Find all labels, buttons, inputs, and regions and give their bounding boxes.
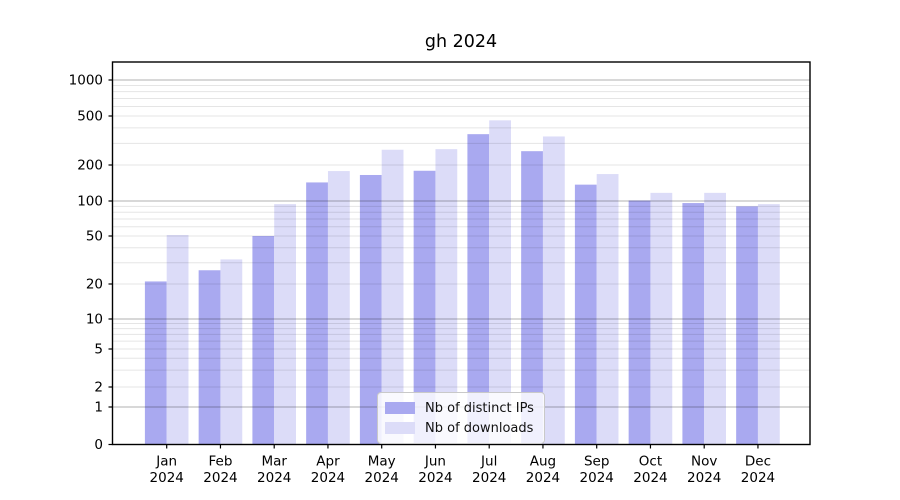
x-tick-label-year: 2024: [311, 470, 345, 486]
legend: Nb of distinct IPs Nb of downloads: [377, 392, 545, 444]
x-tick-label-year: 2024: [633, 470, 667, 486]
y-tick-label: 20: [86, 277, 103, 293]
chart-title: gh 2024: [424, 32, 498, 52]
bar-downloads-sep: [596, 174, 619, 445]
x-tick-label-month: Apr: [316, 454, 340, 470]
bar-distinct-ips-jan: [144, 281, 167, 445]
bar-distinct-ips-nov: [682, 203, 705, 445]
y-tick-label: 100: [77, 194, 103, 210]
x-tick-label-year: 2024: [418, 470, 452, 486]
legend-label-distinct-ips: Nb of distinct IPs: [425, 400, 534, 416]
y-tick-label: 0: [94, 437, 103, 453]
bar-downloads-nov: [704, 192, 726, 445]
y-tick-label: 200: [77, 158, 103, 174]
x-tick-label-month: Aug: [530, 454, 556, 470]
bar-downloads-jul: [489, 120, 511, 445]
y-tick-label: 10: [86, 312, 103, 328]
x-tick-label-month: Jun: [424, 454, 446, 470]
x-tick-label-month: Feb: [208, 454, 232, 470]
bar-distinct-ips-aug: [521, 151, 543, 445]
x-tick-label-month: Jan: [155, 454, 177, 470]
y-tick-label: 5: [94, 342, 103, 358]
x-tick-label-month: Nov: [691, 454, 717, 470]
x-tick-label-year: 2024: [472, 470, 506, 486]
x-tick-label-month: Oct: [639, 454, 662, 470]
bar-distinct-ips-dec: [736, 206, 758, 445]
x-tick-label-month: Sep: [584, 454, 609, 470]
x-tick-label-year: 2024: [203, 470, 237, 486]
y-tick-label: 50: [86, 229, 103, 245]
bar-downloads-apr: [327, 171, 350, 445]
bar-distinct-ips-may: [359, 174, 382, 445]
bar-downloads-feb: [220, 259, 243, 445]
legend-swatch-downloads: [385, 422, 415, 434]
bar-downloads-oct: [650, 192, 673, 445]
bar-downloads-aug: [542, 136, 565, 445]
x-tick-label-year: 2024: [365, 470, 399, 486]
x-tick-label-year: 2024: [741, 470, 775, 486]
y-tick-label: 1000: [69, 73, 103, 89]
x-tick-label-month: May: [368, 454, 396, 470]
bar-distinct-ips-apr: [306, 182, 328, 445]
bar-downloads-jan: [166, 235, 189, 445]
y-tick-label: 500: [77, 109, 103, 125]
bar-downloads-jun: [435, 149, 458, 445]
x-tick-label-year: 2024: [687, 470, 721, 486]
bar-distinct-ips-mar: [252, 236, 275, 445]
x-tick-label-year: 2024: [150, 470, 184, 486]
plot-frame: [111, 61, 811, 446]
bar-distinct-ips-sep: [574, 184, 597, 445]
x-tick-label-year: 2024: [257, 470, 291, 486]
y-tick-label: 2: [94, 380, 103, 396]
x-tick-label-year: 2024: [580, 470, 614, 486]
x-tick-label-month: Mar: [261, 454, 287, 470]
legend-label-downloads: Nb of downloads: [425, 420, 534, 436]
bar-distinct-ips-jul: [467, 134, 490, 445]
legend-item-downloads: Nb of downloads: [385, 418, 534, 438]
bar-distinct-ips-oct: [628, 200, 651, 445]
legend-swatch-distinct-ips: [385, 402, 415, 414]
y-tick-label: 1: [94, 400, 103, 416]
bar-downloads-mar: [274, 204, 296, 445]
bar-distinct-ips-feb: [198, 270, 221, 445]
bar-downloads-dec: [757, 204, 780, 445]
x-tick-label-month: Jul: [480, 454, 497, 470]
bar-downloads-may: [381, 149, 404, 445]
bar-distinct-ips-jun: [413, 170, 436, 445]
x-tick-label-year: 2024: [526, 470, 560, 486]
x-tick-label-month: Dec: [745, 454, 771, 470]
legend-item-distinct-ips: Nb of distinct IPs: [385, 398, 534, 418]
